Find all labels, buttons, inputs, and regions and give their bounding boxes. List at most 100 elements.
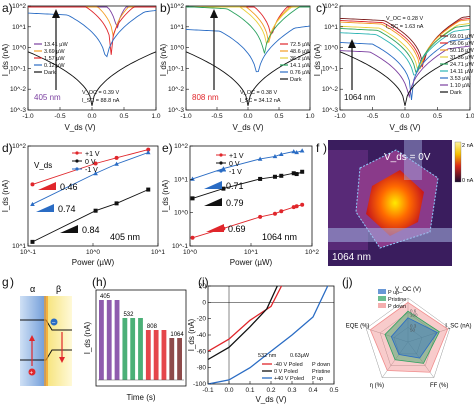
colorbar-f (454, 141, 462, 183)
legend-label: 56.06 µW (450, 41, 474, 47)
data-point (294, 172, 299, 177)
legend-label: 13.41 µW (44, 42, 68, 48)
legend-label: 14.11 µW (450, 69, 474, 75)
curves-b (185, 6, 311, 106)
xlabel-d: Power (µW) (72, 258, 115, 267)
legend-label: 0 V (85, 159, 96, 166)
legend-label-right: P down (312, 362, 330, 368)
series-line (192, 171, 303, 199)
data-point (294, 204, 299, 209)
plot-frame-h (95, 289, 187, 387)
data-point (30, 182, 35, 187)
slope-triangle (204, 198, 222, 206)
legend-marker (219, 161, 223, 165)
beta-label: β (56, 284, 61, 294)
vds-label-f: V_ds = 0V (384, 152, 431, 163)
y-tick-label: -20 (197, 316, 207, 323)
radar-axis-label: I_SC (nA) (445, 324, 471, 330)
x-tick-label: 0.5 (329, 387, 338, 394)
panel-i: (i) -40 V Poled P down 0 V Poled Pristine +4… (187, 275, 339, 404)
data-point (291, 171, 296, 176)
legend-d: +1 V0 V-1 V (72, 151, 100, 174)
panel-e: e) +1 V0 V-1 V 0.71 0.79 0.69 1064 nm 10^0… (161, 141, 319, 267)
points-d (30, 147, 151, 244)
isc-a: I_SC = 88.8 nA (82, 98, 120, 104)
legend-label: 1.57 µW (44, 56, 65, 62)
slope-triangle (206, 224, 224, 232)
y-tick-label: 10^-3 (10, 107, 26, 114)
x-tick-label: -1.0 (22, 113, 34, 120)
legend-label: 69.01 µW (450, 34, 474, 40)
y-tick-label: 10^2 (324, 3, 338, 10)
slope-label: 0.74 (58, 204, 76, 214)
photocurrent-hotspot (366, 170, 424, 236)
xlabel-e: Power (µW) (230, 258, 273, 267)
legend-title-d: V_ds (34, 161, 52, 170)
series-line (339, 15, 471, 64)
data-point (114, 201, 119, 206)
ticks-c: -1.0 -0.5 0.0 0.5 1.0 10^-3 10^-2 10^-1 10^0 10^1… (322, 3, 474, 120)
ylabel-b: I_ds (nA) (159, 43, 168, 76)
series-line (207, 285, 329, 385)
x-tick-label: 0.0 (224, 387, 233, 394)
radar-spoke (407, 328, 450, 343)
legend-label: 31.36 µW (450, 55, 474, 61)
legend-label: 1.10 µW (450, 83, 471, 89)
wavelength-label-d: 405 nm (110, 232, 140, 242)
legend-label: -1 V (85, 167, 98, 174)
traces-h: 405 532 808 1064 (98, 294, 184, 381)
wavelength-label-a: 405 nm (34, 93, 61, 102)
series-line (32, 149, 149, 185)
wavelength-tag: 405 (100, 294, 111, 300)
radar-axis-label: η (%) (370, 383, 384, 389)
pulse-bar (99, 300, 104, 380)
legend-label: 24.71 µW (450, 62, 474, 68)
legend-label: -40 V Poled (274, 362, 303, 368)
curves-a (27, 6, 157, 106)
legend-label: 14.1 µW (290, 63, 311, 69)
pulse-bar (145, 330, 151, 380)
legend-label: Dark (450, 90, 462, 96)
legend-label: 50.18 µW (450, 48, 474, 54)
x-tick-label: 10^0 (183, 249, 197, 256)
y-tick-label: 10^0 (324, 45, 338, 52)
y-tick-label: 10^2 (12, 3, 26, 10)
ylabel-c: I_ds (nA) (313, 43, 322, 76)
x-tick-label: 10^1 (244, 249, 258, 256)
radar-series (384, 310, 440, 364)
radar-ring (393, 327, 423, 355)
ticks-i: -0.1 0.0 0.1 0.2 0.3 0.4 0.5 20 0 -20 -40 -60 -80 -10… (193, 283, 339, 394)
ylabel-i: I_ds (nA) (187, 318, 196, 351)
xlabel-h: Time (s) (126, 393, 155, 402)
wavelength-label-c: 1064 nm (344, 93, 375, 102)
x-tick-label: 0.5 (119, 113, 128, 120)
wavelength-tag: 808 (147, 324, 158, 330)
slopes-d: 0.46 0.74 0.84 (36, 182, 100, 235)
series-line (339, 19, 471, 69)
wavelength-label-f: 1064 nm (332, 252, 371, 263)
panel-f: f ) V_ds = 0V 1064 nm 2 nA 0 nA (316, 140, 474, 266)
panel-label-f-paren: ) (323, 141, 327, 155)
y-tick-label: -80 (197, 365, 207, 372)
data-point (278, 151, 284, 157)
ticks-e: 10^0 10^1 10^210^-110^010^110^2 (172, 143, 319, 256)
panel-label-h: (h) (92, 275, 107, 289)
pulse-bar (138, 318, 143, 380)
annot-i-wavelength: 532 nm (258, 353, 277, 359)
legend-label: +1 V (229, 153, 244, 160)
points-e (190, 148, 305, 240)
legend-label: 36.2 µW (290, 56, 311, 62)
isc-c: I_SC = 1.63 nA (386, 24, 424, 30)
wavelength-tag: 1064 (170, 332, 184, 338)
x-tick-label: 0.2 (266, 387, 275, 394)
hole-sign: + (30, 371, 34, 377)
y-tick-label: 10^1 (170, 24, 184, 31)
legend-label: Dark (290, 77, 302, 83)
x-tick-label: 0.4 (308, 387, 317, 394)
data-point (190, 235, 195, 240)
x-tick-label: -0.5 (367, 113, 379, 120)
data-point (279, 209, 284, 214)
ylabel-e: I_ds (nA) (161, 179, 170, 212)
